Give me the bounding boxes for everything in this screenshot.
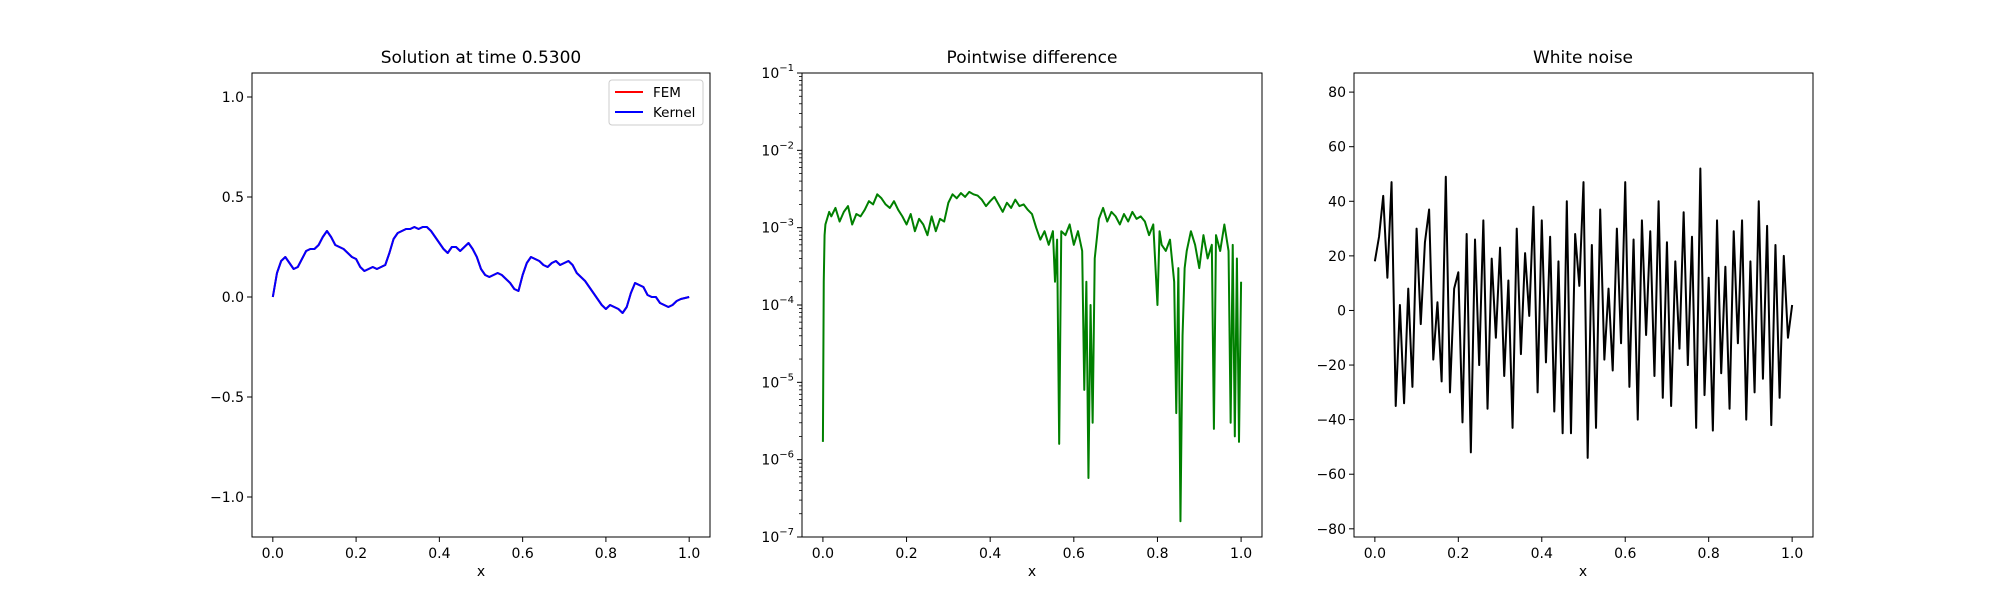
series-line-0: [1373, 167, 1794, 459]
x-axis-label: x: [1579, 564, 1587, 580]
y-tick-label: −60: [1316, 467, 1346, 483]
x-tick-label: 0.6: [1063, 546, 1085, 562]
series-line-0: [821, 190, 1243, 523]
y-tick-label: 40: [1328, 194, 1346, 210]
y-tick-label: 10−6: [761, 450, 794, 469]
legend: FEM Kernel: [608, 79, 704, 126]
series-line-kernel: [271, 226, 690, 314]
y-tick-label: 10−1: [761, 63, 794, 82]
chart-title: Solution at time 0.5300: [381, 48, 581, 68]
y-tick-base: 10: [761, 530, 779, 546]
y-tick-base: 10: [761, 66, 779, 82]
y-tick-base: 10: [761, 143, 779, 159]
y-tick-label: 20: [1328, 249, 1346, 265]
solution-panel: Solution at time 0.5300 x 0.0 0.2 0.4 0.6 0.…: [210, 48, 711, 580]
y-tick-label: 10−7: [761, 527, 794, 546]
chart-title: White noise: [1533, 48, 1633, 68]
x-tick-label: 0.0: [812, 546, 834, 562]
x-axis-label: x: [1028, 564, 1036, 580]
x-tick-label: 0.8: [595, 546, 617, 562]
plot-lines: [1373, 167, 1794, 459]
y-tick-label: 10−4: [761, 295, 794, 314]
y-tick-label: 10−2: [761, 140, 794, 159]
x-tick-label: 0.4: [1531, 546, 1553, 562]
y-tick-exponent: −7: [779, 527, 794, 538]
axes-frame: [251, 72, 711, 538]
x-tick-label: 0.4: [979, 546, 1001, 562]
y-tick-exponent: −1: [779, 63, 794, 74]
x-tick-label: 1.0: [678, 546, 700, 562]
y-tick-exponent: −3: [779, 218, 794, 229]
y-tick-label: −0.5: [210, 390, 244, 406]
y-tick-label: 60: [1328, 140, 1346, 156]
legend-label-kernel: Kernel: [653, 105, 695, 121]
y-tick-label: −80: [1316, 522, 1346, 538]
y-tick-label: 10−3: [761, 218, 794, 237]
y-tick-base: 10: [761, 453, 779, 469]
x-tick-label: 0.8: [1698, 546, 1720, 562]
x-tick-label: 0.2: [345, 546, 367, 562]
y-tick-label: 1.0: [222, 90, 244, 106]
plot-lines: [821, 190, 1243, 523]
axes-frame: [1353, 72, 1814, 538]
y-tick-exponent: −4: [779, 295, 794, 306]
difference-panel: Pointwise difference x 0.0 0.2 0.4 0.6 0.8 1.…: [761, 48, 1263, 580]
axis-ticks: 0.0 0.2 0.4 0.6 0.8 1.0 −1.0 −0.5 0.0 0.5 1.0: [210, 90, 700, 562]
x-tick-label: 0.2: [1447, 546, 1469, 562]
y-tick-exponent: −2: [779, 140, 794, 151]
axis-ticks: 0.0 0.2 0.4 0.6 0.8 1.0 −80 −60 −40 −20 0 20 40 60 80: [1316, 85, 1803, 562]
x-tick-label: 1.0: [1230, 546, 1252, 562]
y-tick-label: 0.0: [222, 290, 244, 306]
y-tick-label: −1.0: [210, 490, 244, 506]
axis-ticks: 0.0 0.2 0.4 0.6 0.8 1.010−710−610−510−410−310…: [761, 63, 1252, 562]
legend-label-fem: FEM: [653, 85, 681, 101]
x-tick-label: 0.6: [512, 546, 534, 562]
y-tick-label: −40: [1316, 413, 1346, 429]
y-tick-label: 0: [1337, 303, 1346, 319]
y-tick-exponent: −6: [779, 450, 794, 461]
y-tick-label: 80: [1328, 85, 1346, 101]
y-tick-label: −20: [1316, 358, 1346, 374]
x-tick-label: 0.0: [262, 546, 284, 562]
y-tick-label: 0.5: [222, 190, 244, 206]
x-tick-label: 0.2: [895, 546, 917, 562]
x-tick-label: 0.0: [1364, 546, 1386, 562]
y-tick-exponent: −5: [779, 372, 794, 383]
y-tick-label: 10−5: [761, 372, 794, 391]
x-tick-label: 0.8: [1146, 546, 1168, 562]
y-tick-base: 10: [761, 221, 779, 237]
white-noise-panel: White noise x 0.0 0.2 0.4 0.6 0.8 1.0 −80 −60 −4…: [1316, 48, 1814, 580]
x-tick-label: 1.0: [1781, 546, 1803, 562]
y-tick-base: 10: [761, 298, 779, 314]
x-tick-label: 0.6: [1614, 546, 1636, 562]
x-axis-label: x: [477, 564, 485, 580]
y-tick-base: 10: [761, 375, 779, 391]
axes-frame: [801, 72, 1263, 538]
x-tick-label: 0.4: [428, 546, 450, 562]
plot-lines: [271, 226, 690, 314]
chart-title: Pointwise difference: [947, 48, 1118, 68]
